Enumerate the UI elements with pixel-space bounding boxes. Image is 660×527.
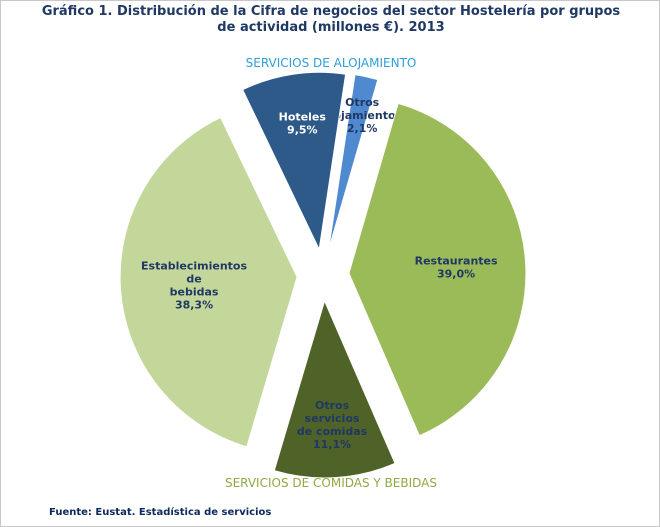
slice-label-restaurantes: Restaurantes 39,0% <box>415 255 498 281</box>
pie-slice-otros-alojamientos <box>328 74 379 250</box>
pie-slice-hoteles <box>241 71 347 251</box>
chart-title-line-2: de actividad (millones €). 2013 <box>217 20 445 35</box>
group-label-alojamiento: SERVICIOS DE ALOJAMIENTO <box>245 56 417 70</box>
pie-slice-establecimientos-bebidas <box>119 116 298 448</box>
slice-label-establecimientos-bebidas: Establecimientos de bebidas 38,3% <box>141 259 247 311</box>
pie-slice-restaurantes <box>348 102 527 437</box>
slice-label-otros-alojamientos: Otros alojamientos 2,1% <box>322 96 402 135</box>
slice-label-hoteles: Hoteles 9,5% <box>279 111 327 137</box>
group-label-comidas: SERVICIOS DE COMIDAS Y BEBIDAS <box>224 476 438 490</box>
source-note: Fuente: Eustat. Estadística de servicios <box>49 507 272 518</box>
slice-label-otros-servicios-comidas: Otros servicios de comidas 11,1% <box>297 399 368 451</box>
pie-slice-otros-servicios-comidas <box>273 299 396 479</box>
chart-title-line-1: Gráfico 1. Distribución de la Cifra de n… <box>41 4 621 19</box>
chart-title: Gráfico 1. Distribución de la Cifra de n… <box>11 4 651 36</box>
